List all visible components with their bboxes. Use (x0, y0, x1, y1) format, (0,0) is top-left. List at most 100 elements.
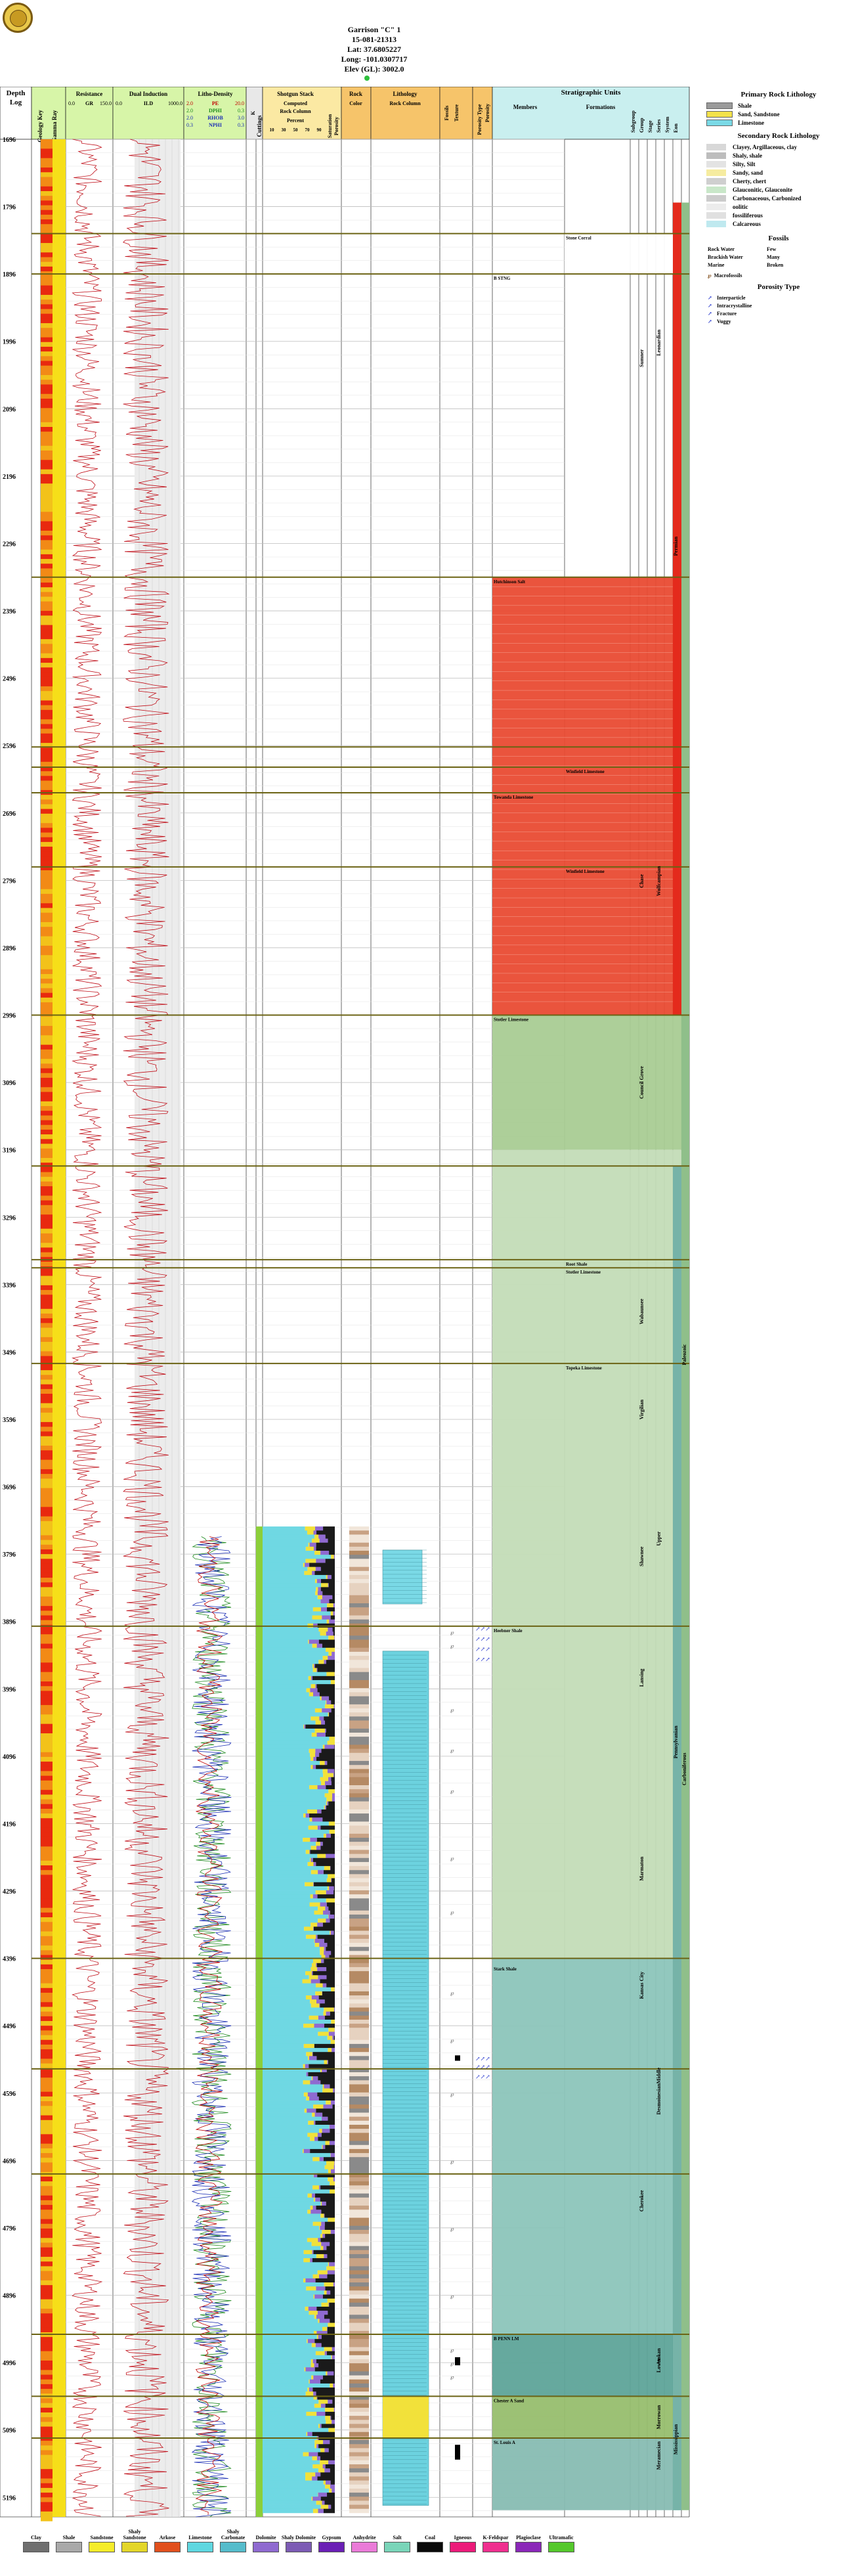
shotgun-stack-segment (332, 1595, 335, 1600)
shotgun-stack-segment (263, 2254, 316, 2259)
shotgun-stack-segment (331, 1700, 335, 1705)
rock-color-cell (349, 1943, 369, 1947)
shotgun-stack-segment (329, 1619, 335, 1624)
fossil-label: Marine (708, 261, 725, 268)
shotgun-stack-segment (332, 2488, 335, 2493)
shotgun-stack-segment (305, 2391, 314, 2396)
lithology-rock-column: Rock Column (389, 100, 421, 106)
shotgun-stack-segment (312, 1615, 322, 1620)
shotgun-stack-segment (325, 2141, 330, 2146)
rock-color-cell (349, 1910, 369, 1915)
shotgun-stack-segment (309, 1692, 313, 1697)
geology-key-cell (41, 1695, 53, 1701)
shotgun-stack-segment (303, 2258, 311, 2263)
shotgun-stack-segment (263, 1668, 313, 1673)
shotgun-stack-segment (324, 1761, 328, 1765)
geology-key-cell (41, 455, 53, 460)
shotgun-stack-segment (326, 1700, 332, 1705)
shotgun-stack-segment (328, 1821, 335, 1826)
rock-color-cell (349, 1664, 369, 1668)
shotgun-stack-segment (326, 2201, 335, 2206)
bottom-legend-swatch (56, 2542, 82, 2552)
rock-color-cell (349, 2116, 369, 2121)
shotgun-stack-segment (263, 1955, 322, 1960)
geology-key-cell (41, 973, 53, 979)
shotgun-stack-segment (324, 2448, 329, 2453)
geology-key-cell (41, 2327, 53, 2333)
shotgun-stack-segment (316, 1732, 326, 1737)
geology-key-cell (41, 1436, 53, 1442)
shotgun-stack-segment (307, 2238, 318, 2242)
shotgun-stack-segment (321, 2116, 328, 2121)
shotgun-stack-segment (332, 2399, 335, 2405)
shotgun-stack-segment (311, 1966, 318, 1972)
geology-key-cell (41, 1356, 53, 1362)
geology-key-cell (41, 1888, 53, 1894)
shotgun-stack-segment (328, 2177, 333, 2182)
shotgun-stack-segment (302, 1979, 311, 1984)
shotgun-stack-segment (263, 1708, 315, 1713)
geology-key-cell (41, 2299, 53, 2305)
geology-key-cell (41, 1157, 53, 1163)
shotgun-stack-segment (263, 2173, 314, 2178)
shotgun-stack-segment (303, 2250, 312, 2255)
shotgun-stack-segment (315, 1752, 320, 1758)
shotgun-stack-segment (328, 2028, 335, 2032)
geology-key-cell (41, 577, 53, 583)
system-label: Mississippian (673, 2424, 679, 2454)
shotgun-stack-segment (263, 1551, 315, 1555)
rock-color-cell (349, 1765, 369, 1769)
shotgun-stack-segment (311, 2242, 322, 2247)
rock-color-cell (349, 2088, 369, 2093)
formations-header: Formations (586, 104, 616, 110)
shotgun-stack-segment (317, 1966, 327, 1972)
rock-color-cell (349, 2464, 369, 2469)
geology-key-cell (41, 1342, 53, 1347)
fossil-icon: ℘ (450, 2361, 454, 2366)
shotgun-stack-segment (263, 2234, 321, 2238)
geology-key-cell (41, 582, 53, 588)
geology-key-cell (41, 1596, 53, 1602)
geology-key-cell (41, 1719, 53, 1725)
shotgun-stack-segment (263, 2493, 318, 2497)
geology-key-cell (41, 625, 53, 631)
geology-key-cell (41, 398, 53, 404)
shotgun-stack-segment (263, 2488, 330, 2493)
geology-key-cell (41, 1469, 53, 1475)
shotgun-stack-segment (263, 2367, 305, 2372)
shotgun-stack-segment (324, 2221, 335, 2227)
system-permian-bar (673, 202, 681, 1015)
shotgun-stack-segment (328, 2504, 332, 2510)
shotgun-stack-segment (263, 2302, 322, 2307)
shotgun-stack-segment (263, 1639, 309, 1644)
depth-label: 3196 (3, 1147, 16, 1155)
shotgun-stack-segment (322, 1991, 335, 1996)
shotgun-stack-segment (263, 1595, 318, 1600)
shotgun-stack-segment (318, 2274, 328, 2279)
shotgun-stack-segment (263, 2124, 330, 2129)
bottom-legend-label: Arkose (159, 2535, 176, 2541)
geology-key-cell (41, 1120, 53, 1126)
shotgun-stack-segment (318, 2015, 325, 2020)
shotgun-stack-segment (324, 2225, 335, 2231)
rock-color-cell (349, 2326, 369, 2332)
rock-color-cell (349, 1684, 369, 1689)
shotgun-stack-segment (312, 2432, 335, 2437)
rock-color-cell (349, 2169, 369, 2174)
primary-lithology-item: Shale (706, 101, 855, 110)
shotgun-stack-segment (326, 1672, 335, 1677)
shotgun-stack-segment (263, 1700, 326, 1705)
depth-label: 5096 (3, 2428, 16, 2435)
shotgun-stack-segment (315, 1566, 321, 1572)
shotgun-stack-segment (321, 2133, 335, 2137)
shotgun-stack-segment (312, 1765, 316, 1769)
shotgun-stack-segment (325, 2411, 335, 2416)
shotgun-stack-segment (326, 1890, 334, 1895)
macrofossils-label: Macrofossils (714, 272, 742, 278)
shotgun-stack-segment (325, 1805, 326, 1810)
geology-key-cell (41, 2190, 53, 2196)
shotgun-stack-segment (326, 1805, 335, 1810)
geology-key-cell (41, 2337, 53, 2342)
shotgun-stack-segment (320, 2379, 335, 2384)
shotgun-stack-segment (326, 2011, 330, 2016)
